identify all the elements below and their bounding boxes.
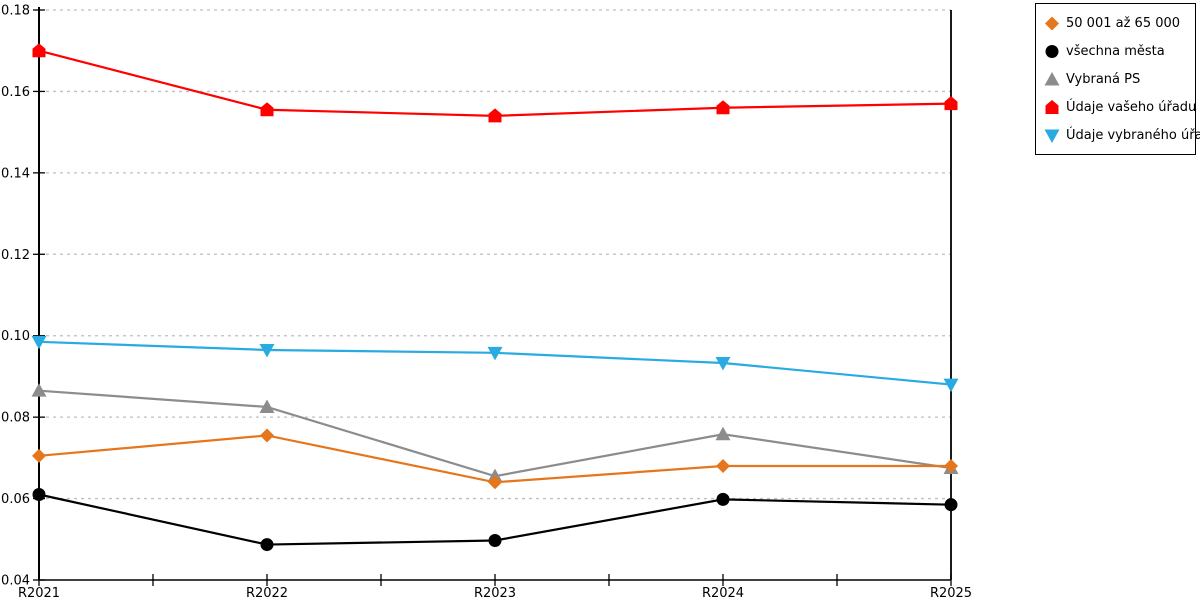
legend-pentagon-up-icon <box>1045 100 1059 114</box>
x-tick-label: R2023 <box>474 586 516 600</box>
legend-label: 50 001 až 65 000 <box>1066 15 1181 31</box>
diamond-marker-icon <box>716 459 730 473</box>
diamond-marker-icon <box>488 475 502 490</box>
legend-item: Vybraná PS <box>1044 65 1187 93</box>
legend-diamond-icon <box>1045 16 1059 31</box>
series-0 <box>32 428 958 490</box>
legend-label: Údaje vybraného úřadu <box>1066 127 1200 143</box>
gridlines <box>39 9 951 500</box>
y-axis: 0.04 0.06 0.08 0.10 0.12 0.14 0.16 0.18 <box>1 4 45 589</box>
legend-triangle-down-icon <box>1044 129 1060 143</box>
circle-marker-icon <box>488 534 502 548</box>
diamond-marker-icon <box>32 448 46 463</box>
pentagon-up-marker-icon <box>716 100 730 115</box>
y-tick-label: 0.10 <box>1 329 30 344</box>
pentagon-up-marker-icon <box>32 43 46 58</box>
legend-item: všechna města <box>1044 37 1187 65</box>
x-tick-label: R2024 <box>702 586 744 600</box>
series-line <box>38 49 952 117</box>
pentagon-up-marker-icon <box>944 96 958 111</box>
legend-item: 50 001 až 65 000 <box>1044 9 1187 37</box>
triangle-down-marker-icon <box>487 346 503 361</box>
legend-label: všechna města <box>1066 43 1165 59</box>
circle-marker-icon <box>32 488 46 501</box>
y-tick-label: 0.12 <box>1 248 30 263</box>
triangle-up-marker-icon <box>259 399 275 413</box>
circle-marker-icon <box>944 498 958 512</box>
triangle-down-marker-icon <box>943 378 959 393</box>
y-tick-label: 0.04 <box>1 574 30 589</box>
diamond-marker-icon <box>944 459 958 473</box>
y-tick-label: 0.08 <box>1 411 30 426</box>
y-tick-label: 0.16 <box>1 85 30 100</box>
x-tick-label: R2025 <box>930 586 972 600</box>
legend-triangle-up-icon <box>1044 72 1060 86</box>
legend-diamond-icon <box>1045 16 1059 31</box>
pentagon-up-marker-icon <box>260 102 274 117</box>
triangle-down-marker-icon <box>31 335 47 350</box>
y-tick-label: 0.18 <box>1 4 30 19</box>
y-tick-label: 0.14 <box>1 166 30 181</box>
series-line <box>38 389 952 478</box>
legend: 50 001 až 65 000 všechna města Vybraná PS Ú… <box>1035 3 1200 155</box>
triangle-up-marker-icon <box>715 426 731 441</box>
x-axis: R2021 R2022 R2023 R2024 R2025 <box>18 574 972 601</box>
y-tick-label: 0.06 <box>1 492 30 507</box>
circle-marker-icon <box>260 538 274 552</box>
triangle-up-marker-icon <box>31 383 47 397</box>
legend-item: Údaje vybraného úřadu <box>1044 121 1200 149</box>
diamond-marker-icon <box>260 428 274 443</box>
series-3 <box>32 43 958 123</box>
legend-circle-icon <box>1045 45 1059 58</box>
legend-triangle-down-icon <box>1044 129 1060 143</box>
triangle-down-marker-icon <box>715 356 731 371</box>
triangle-down-marker-icon <box>259 343 275 358</box>
x-tick-label: R2021 <box>18 586 60 600</box>
legend-circle-icon <box>1045 45 1059 58</box>
legend-pentagon-up-icon <box>1045 100 1059 114</box>
series-1 <box>32 488 958 552</box>
legend-item: Údaje vašeho úřadu <box>1044 93 1196 121</box>
legend-triangle-up-icon <box>1044 72 1060 86</box>
x-tick-label: R2022 <box>246 586 288 600</box>
pentagon-up-marker-icon <box>488 108 502 123</box>
series-2 <box>31 383 959 483</box>
circle-marker-icon <box>716 492 730 506</box>
series-4 <box>31 335 959 393</box>
legend-label: Vybraná PS <box>1066 71 1141 87</box>
legend-label: Údaje vašeho úřadu <box>1066 99 1197 115</box>
